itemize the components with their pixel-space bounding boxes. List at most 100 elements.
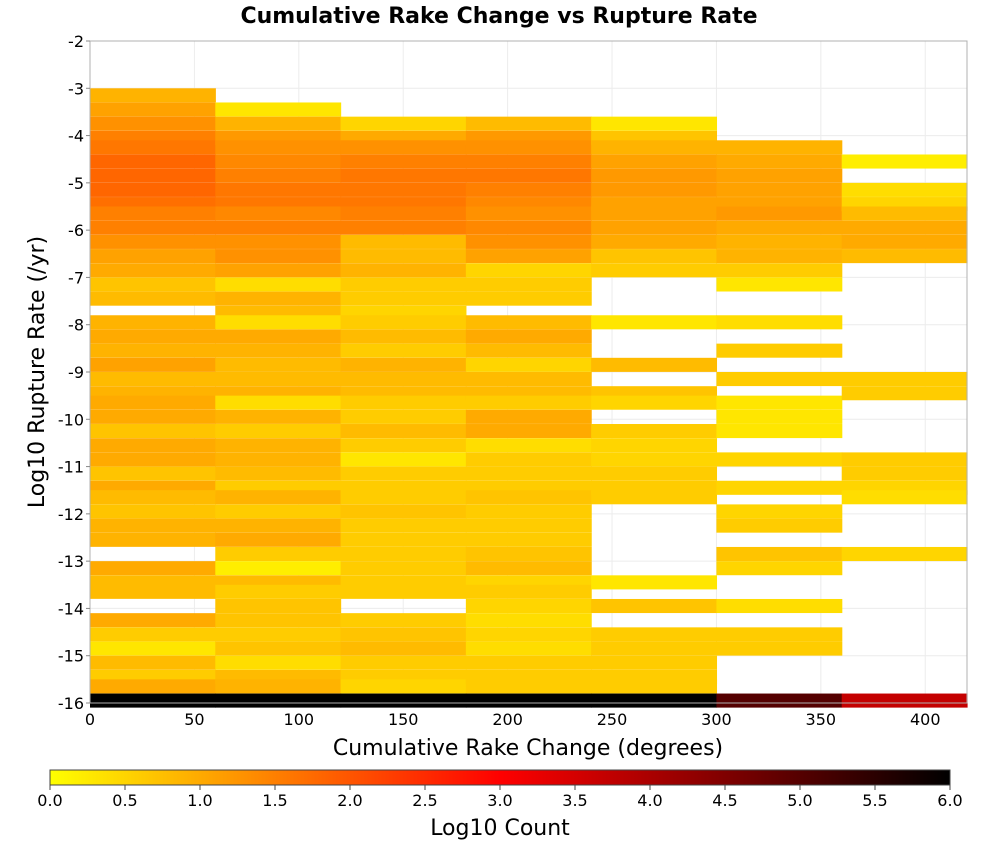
heatmap-cell	[591, 263, 718, 278]
heatmap-cell	[215, 116, 342, 131]
y-tick-label: -6	[68, 221, 84, 240]
heatmap-cell	[716, 518, 843, 533]
colorbar-tick-label: 2.0	[337, 791, 362, 810]
x-axis-ticks: 0 50 100 150 200 250 300 350 400	[85, 710, 941, 729]
heatmap-cell	[465, 655, 592, 670]
heatmap-cell	[716, 395, 843, 410]
heatmap-cell	[465, 395, 592, 410]
heatmap-cell	[465, 452, 592, 467]
heatmap-cell	[465, 263, 592, 278]
heatmap-cell	[215, 315, 342, 330]
heatmap-cell	[465, 490, 592, 505]
heatmap-cell	[841, 693, 968, 708]
y-axis-title: Log10 Rupture Rate (/yr)	[25, 236, 50, 508]
heatmap-cell	[465, 182, 592, 197]
y-tick-label: -13	[58, 552, 84, 571]
colorbar-tick-label: 1.5	[262, 791, 287, 810]
heatmap-cell	[841, 546, 968, 562]
y-tick-label: -16	[58, 694, 84, 713]
heatmap-cell	[716, 220, 843, 235]
heatmap-cell	[716, 424, 843, 439]
heatmap-cell	[340, 532, 467, 547]
heatmap-cell	[465, 466, 592, 481]
heatmap-cell	[465, 234, 592, 249]
heatmap-cell	[716, 372, 843, 387]
heatmap-cell	[90, 154, 216, 169]
heatmap-cell	[716, 277, 843, 292]
heatmap-cell	[591, 438, 718, 453]
x-tick-label: 300	[701, 710, 732, 729]
heatmap-cell	[215, 504, 342, 519]
heatmap-cell	[90, 532, 216, 547]
heatmap-cell	[215, 343, 342, 358]
heatmap-cell	[340, 140, 467, 155]
heatmap-cell	[215, 357, 342, 372]
heatmap-cell	[465, 372, 592, 387]
colorbar-tick-label: 1.0	[187, 791, 212, 810]
heatmap-cell	[215, 438, 342, 453]
heatmap-cell	[465, 277, 592, 292]
heatmap-cell	[215, 598, 342, 614]
heatmap-cell	[90, 220, 216, 235]
colorbar-tick-label: 3.0	[487, 791, 512, 810]
heatmap-cell	[90, 102, 216, 117]
heatmap-cell	[716, 315, 843, 330]
heatmap-cell	[340, 490, 467, 505]
heatmap-cell	[340, 329, 467, 344]
heatmap-cell	[340, 357, 467, 372]
heatmap-cell	[841, 182, 968, 197]
heatmap-cell	[215, 466, 342, 481]
x-tick-label: 100	[284, 710, 315, 729]
heatmap-cell	[716, 168, 843, 183]
x-tick-label: 250	[597, 710, 628, 729]
heatmap-cell	[716, 263, 843, 278]
y-tick-label: -12	[58, 505, 84, 524]
heatmap-cell	[340, 372, 467, 387]
heatmap-cell	[340, 655, 467, 670]
heatmap-cell	[591, 395, 718, 410]
heatmap-cell	[215, 182, 342, 197]
heatmap-cell	[340, 584, 467, 599]
heatmap-cell	[465, 613, 592, 628]
colorbar-ticks: 0.0 0.5 1.0 1.5 2.0 2.5 3.0 3.5 4.0 4.5 5.0 5.5 6.0	[37, 785, 963, 810]
heatmap-cell	[90, 452, 216, 467]
heatmap-cell	[591, 598, 718, 614]
heatmap-cell	[465, 518, 592, 533]
y-tick-label: -8	[68, 316, 84, 335]
x-tick-label: 200	[492, 710, 523, 729]
heatmap-cell	[591, 424, 718, 439]
heatmap-cell	[716, 343, 843, 358]
y-tick-label: -5	[68, 174, 84, 193]
heatmap-cell	[340, 424, 467, 439]
colorbar-tick-label: 5.0	[787, 791, 812, 810]
heatmap-cell	[465, 424, 592, 439]
heatmap-cell	[841, 490, 968, 505]
heatmap-cell	[215, 584, 342, 599]
heatmap-cell	[716, 154, 843, 169]
heatmap-cell	[591, 679, 718, 694]
heatmap-cell	[340, 291, 467, 306]
heatmap-cell	[215, 546, 342, 562]
colorbar-title: Log10 Count	[430, 816, 570, 841]
heatmap-cell	[340, 234, 467, 249]
heatmap-cell	[591, 249, 718, 264]
heatmap-cell	[215, 452, 342, 467]
heatmap-cell	[716, 234, 843, 249]
heatmap-cell	[591, 206, 718, 221]
heatmap-cell	[591, 234, 718, 249]
heatmap-cell	[716, 598, 843, 614]
heatmap-cell	[716, 504, 843, 519]
heatmap-cell	[90, 613, 216, 628]
heatmap-cell	[841, 466, 968, 481]
heatmap-cell	[90, 693, 216, 708]
heatmap-cell	[215, 424, 342, 439]
colorbar-tick-label: 3.5	[562, 791, 587, 810]
colorbar-tick-label: 4.0	[637, 791, 662, 810]
colorbar-tick-label: 2.5	[412, 791, 437, 810]
heatmap-cell	[215, 409, 342, 424]
heatmap-cell	[215, 655, 342, 670]
heatmap-cell	[215, 561, 342, 576]
heatmap-cell	[465, 154, 592, 169]
heatmap-cell	[465, 693, 592, 708]
heatmap-cell	[465, 584, 592, 599]
